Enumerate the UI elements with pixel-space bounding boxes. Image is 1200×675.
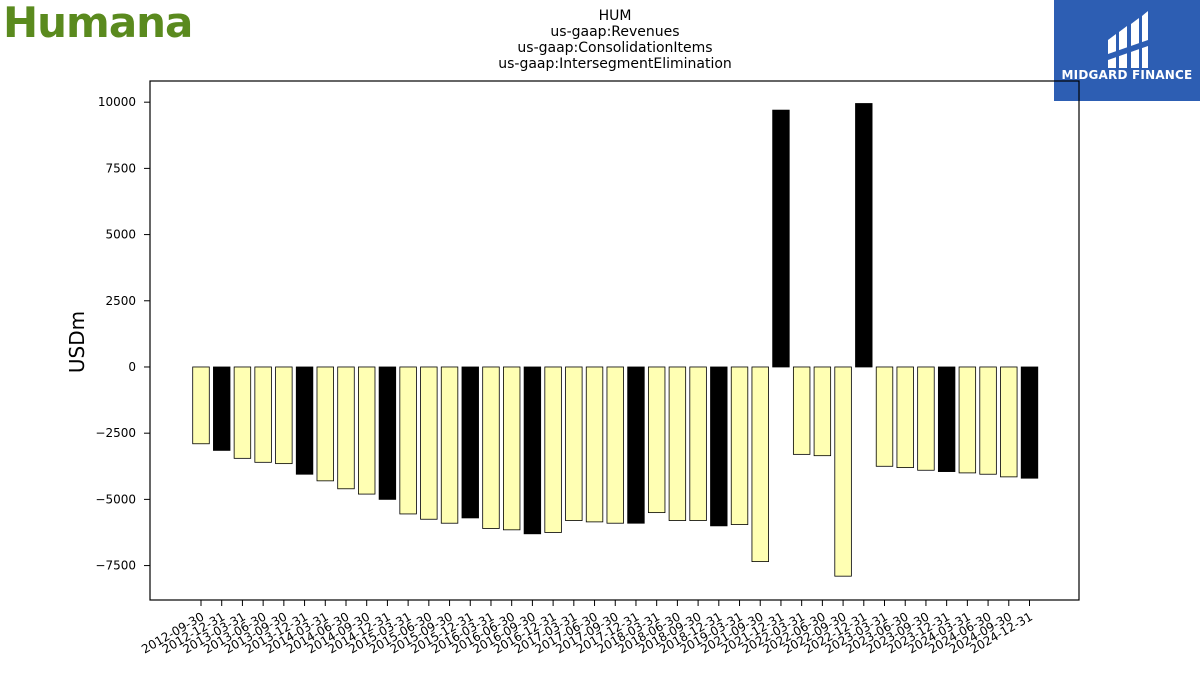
chart-title-line-2: us-gaap:Revenues xyxy=(550,24,680,40)
bar-2024-09-30 xyxy=(1000,366,1018,478)
bar-2019-03-31 xyxy=(730,366,749,525)
company-logo: Humana xyxy=(3,0,193,47)
chart-title-line-3: us-gaap:ConsolidationItems xyxy=(517,40,713,56)
bar-2012-09-30 xyxy=(192,366,210,445)
bar-2021-09-30 xyxy=(751,366,769,563)
bar-2024-03-31 xyxy=(958,366,977,474)
bar-2013-12-31 xyxy=(295,366,314,475)
bar-2015-12-31 xyxy=(461,366,479,519)
bar-2023-03-31 xyxy=(875,366,894,467)
bar-2021-12-31 xyxy=(772,109,790,368)
y-tick-label: 7500 xyxy=(105,161,136,175)
midgard-logo-icon xyxy=(1108,11,1148,68)
bar-2016-03-31 xyxy=(482,366,500,529)
bar-2018-09-30 xyxy=(689,366,707,521)
bar-2014-12-31 xyxy=(378,366,397,500)
bar-2022-03-31 xyxy=(792,366,811,455)
bar-2013-03-31 xyxy=(233,366,252,459)
bar-2018-12-31 xyxy=(710,366,728,527)
bar-2016-06-30 xyxy=(503,366,521,531)
bar-2022-09-30 xyxy=(834,366,852,577)
bar-2015-06-30 xyxy=(420,366,438,520)
bar-2013-09-30 xyxy=(275,366,293,465)
y-tick-label: 5000 xyxy=(105,228,136,242)
bar-2017-06-30 xyxy=(585,366,604,523)
bar-2018-03-31 xyxy=(647,366,666,514)
midgard-finance-badge: MIDGARD FINANCE xyxy=(1054,0,1200,101)
bar-2018-06-30 xyxy=(668,366,687,521)
bar-2022-06-30 xyxy=(813,366,832,457)
bar-2017-12-31 xyxy=(627,366,645,524)
y-tick-label: 0 xyxy=(128,360,136,374)
bar-2015-03-31 xyxy=(399,366,417,515)
bar-2023-06-30 xyxy=(896,366,914,469)
bar-2022-12-31 xyxy=(855,103,873,368)
bar-2013-06-30 xyxy=(254,366,272,463)
y-tick-label: 2500 xyxy=(105,294,136,308)
bar-2023-09-30 xyxy=(917,366,935,471)
plot-frame xyxy=(149,80,1080,601)
y-tick-label: −5000 xyxy=(95,492,136,506)
bar-2012-12-31 xyxy=(213,366,231,451)
y-axis-label: USDm xyxy=(65,311,89,373)
badge-text: MIDGARD FINANCE xyxy=(1061,68,1193,82)
bar-2014-06-30 xyxy=(337,366,355,490)
y-tick-label: −7500 xyxy=(95,559,136,573)
bar-2016-09-30 xyxy=(523,366,542,535)
bar-2017-09-30 xyxy=(606,366,624,524)
bar-2023-12-31 xyxy=(937,366,956,472)
chart-title-line-1: HUM xyxy=(598,8,632,24)
bar-2014-09-30 xyxy=(358,366,376,495)
y-tick-label: −2500 xyxy=(95,426,136,440)
bar-2017-03-31 xyxy=(565,366,583,521)
chart-title-line-4: us-gaap:IntersegmentElimination xyxy=(498,56,732,72)
bar-2024-06-30 xyxy=(979,366,997,475)
y-tick-label: 10000 xyxy=(98,95,136,109)
bar-2014-03-31 xyxy=(316,366,334,482)
chart-title: HUM us-gaap:Revenues us-gaap:Consolidati… xyxy=(415,8,815,72)
bar-2015-09-30 xyxy=(440,366,459,524)
bar-2024-12-31 xyxy=(1020,366,1039,479)
bar-2016-12-31 xyxy=(544,366,562,533)
